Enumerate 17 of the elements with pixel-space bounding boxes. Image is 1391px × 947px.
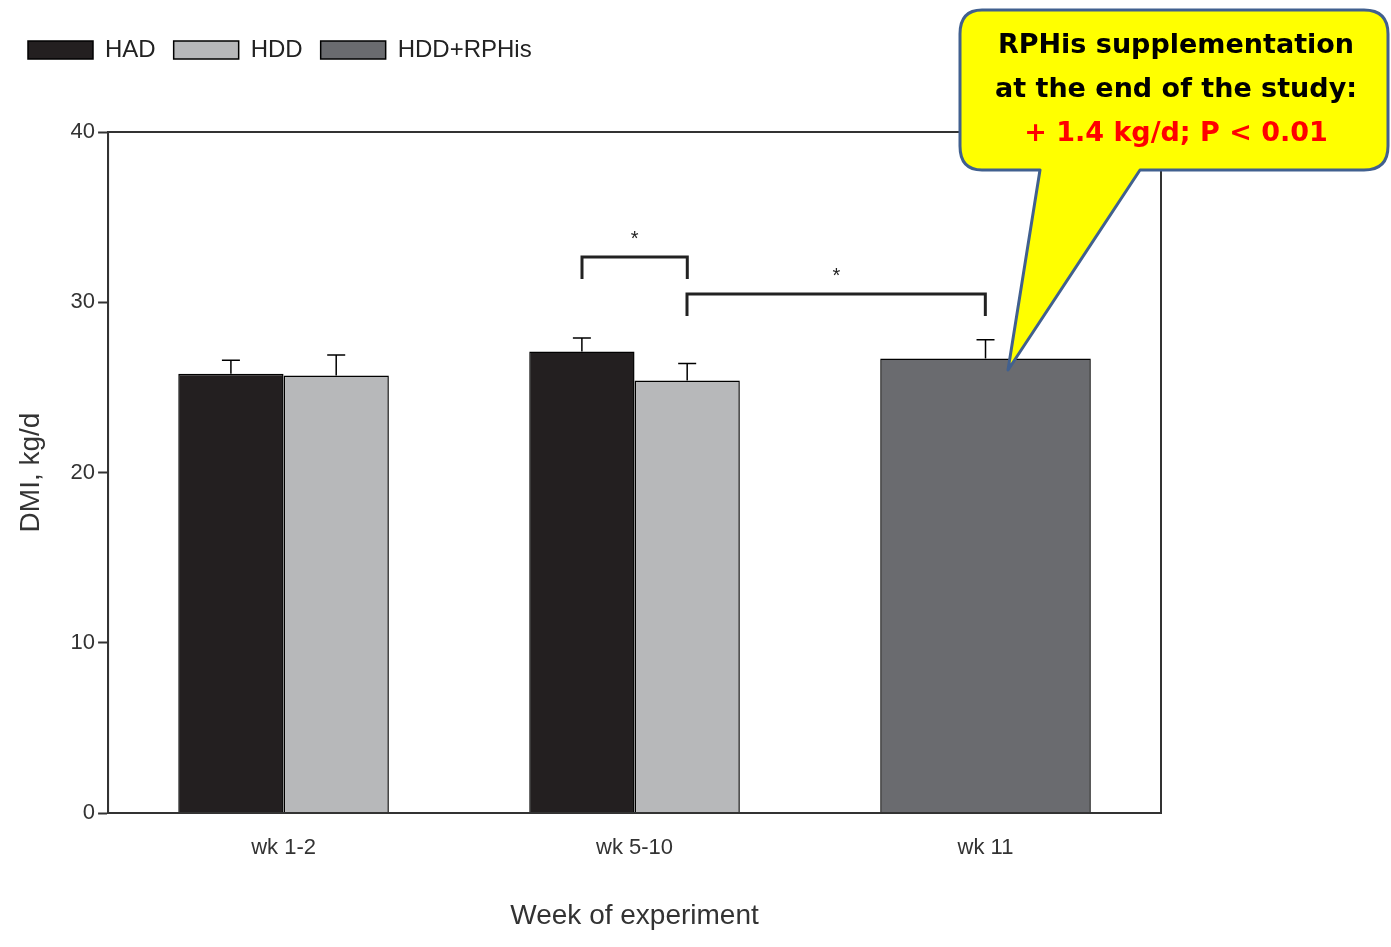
legend-label: HAD: [105, 34, 156, 62]
y-tick-label: 30: [70, 288, 96, 314]
y-tick-label: 40: [70, 118, 96, 144]
x-tick-label: wk 1-2: [250, 834, 316, 860]
y-tick-label: 20: [70, 458, 96, 484]
y-tick-label: 10: [70, 628, 96, 654]
x-tick-label: wk 11: [956, 834, 1014, 860]
x-axis-title: Week of experiment: [510, 898, 759, 930]
y-axis-title: DMI, kg/d: [13, 412, 45, 533]
y-tick-label: 0: [82, 799, 96, 825]
x-tick-label: wk 5-10: [595, 834, 674, 860]
text: RPHis supplementation at the end of the study:: [993, 27, 1359, 105]
annotation: *: [629, 226, 640, 250]
annotation: *: [831, 264, 842, 288]
annotation: + 1.4 kg/d; P < 0.01: [1023, 115, 1329, 149]
legend-label: HDD+RPHis: [397, 34, 532, 62]
legend-label: HDD: [250, 34, 303, 62]
